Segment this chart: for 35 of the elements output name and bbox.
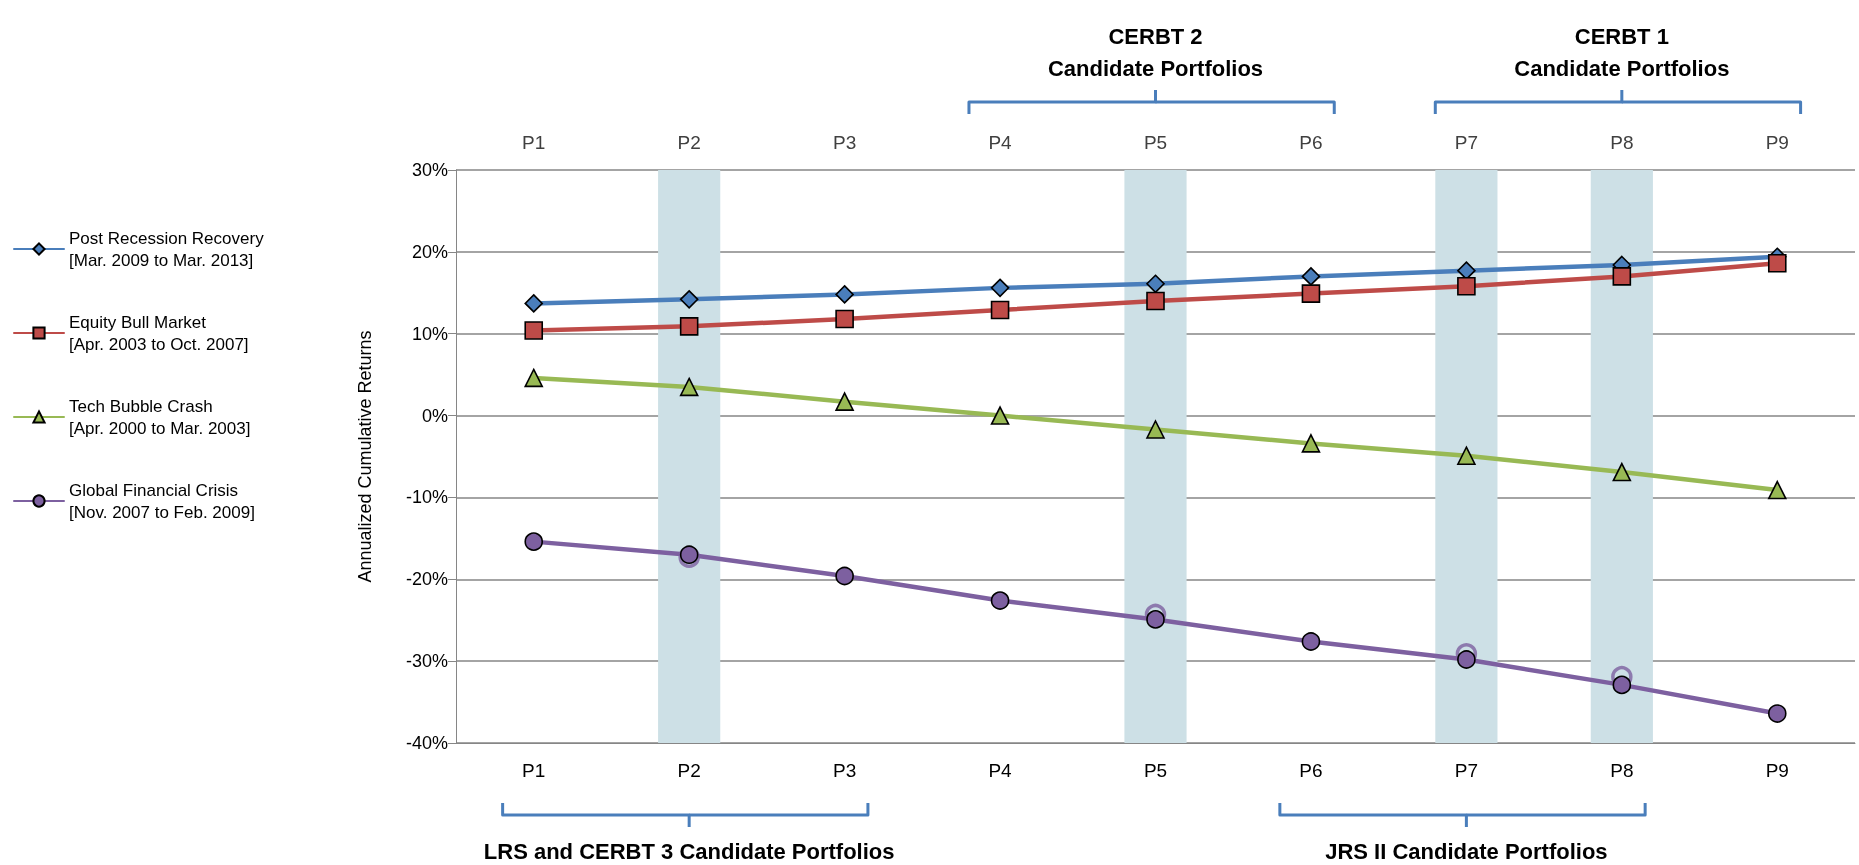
y-tick-label: 20%: [411, 241, 448, 262]
category-label: P4: [988, 132, 1012, 153]
legend-label: Post Recession Recovery [Mar. 2009 to Mar. 2013]: [69, 228, 265, 270]
legend-label: Global Financial Crisis [Nov. 2007 to Feb. 2009]: [69, 480, 255, 522]
category-label: P3: [832, 132, 857, 153]
text: CERBT 2 Candidate Portfolios: [1047, 23, 1264, 81]
y-tick-label: -20%: [405, 569, 448, 590]
category-label: P9: [1765, 132, 1789, 153]
x-tick-label: P4: [988, 760, 1013, 781]
y-axis-title: Annualized Cumulative Returns: [355, 330, 375, 583]
y-tick-label: 30%: [411, 160, 448, 180]
x-tick-label: P7: [1454, 760, 1479, 781]
text: CERBT 1 Candidate Portfolios: [1514, 23, 1730, 81]
category-label: P1: [522, 132, 546, 153]
text: JRS II Candidate Portfolios: [1325, 838, 1608, 864]
text: P5: [1143, 132, 1168, 153]
x-tick-label: P8: [1610, 760, 1634, 781]
legend-label: Tech Bubble Crash [Apr. 2000 to Mar. 2003]: [69, 396, 251, 438]
x-tick-label: P5: [1143, 760, 1168, 781]
text: P2: [677, 132, 701, 153]
text: LRS and CERBT 3 Candidate Portfolios: [483, 838, 895, 864]
y-tick-label: 0%: [421, 405, 448, 426]
x-tick-label: P9: [1765, 760, 1789, 781]
text: P7: [1454, 132, 1479, 153]
y-tick-label: -40%: [405, 733, 448, 753]
y-tick-label: 10%: [411, 323, 448, 344]
x-tick-label: P3: [832, 760, 857, 781]
x-tick-label: P1: [522, 760, 546, 781]
category-label: P6: [1299, 132, 1323, 153]
legend-label: Equity Bull Market [Apr. 2003 to Oct. 2007]: [69, 312, 249, 354]
x-tick-label: P2: [677, 760, 701, 781]
text: P8: [1610, 132, 1634, 153]
y-tick-label: -30%: [405, 651, 448, 672]
x-tick-label: P6: [1299, 760, 1323, 781]
y-tick-label: -10%: [405, 487, 448, 508]
